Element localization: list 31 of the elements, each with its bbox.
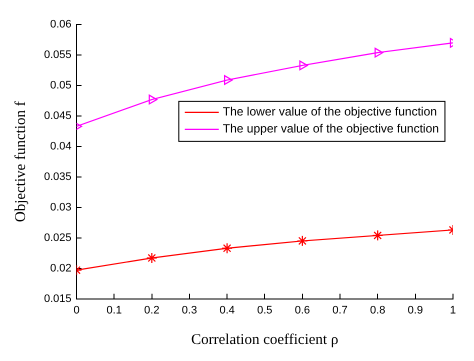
y-tick-label: 0.03	[50, 201, 72, 214]
x-tick-label: 0.5	[257, 304, 272, 316]
x-tick-label: 0	[73, 304, 80, 316]
point	[221, 242, 233, 254]
y-axis-title: Objective function f	[12, 101, 29, 222]
y-tick-label: 0.06	[50, 18, 72, 31]
x-tick-label: 0.7	[332, 304, 348, 316]
y-tick-label: 0.04	[50, 140, 72, 152]
y-tick-label: 0.045	[44, 110, 72, 122]
point	[148, 94, 158, 104]
y-tick-label: 0.015	[44, 292, 72, 305]
y-tick-label: 0.05	[50, 80, 72, 92]
x-axis-title: Correlation coefficient ρ	[191, 332, 338, 348]
point	[224, 75, 233, 85]
x-tick-label: 0.1	[106, 304, 122, 316]
y-tick-label: 0.025	[44, 232, 72, 244]
y-tick-label: 0.02	[50, 262, 72, 274]
x-tick-label: 0.8	[370, 304, 386, 316]
point	[372, 230, 384, 242]
x-tick-label: 1	[450, 304, 456, 316]
x-tick-label: 0.3	[182, 304, 198, 316]
legend-label: The upper value of the objective function	[222, 122, 439, 136]
legend-label: The lower value of the objective function	[222, 104, 437, 119]
point	[299, 60, 308, 70]
y-tick-label: 0.035	[44, 170, 72, 183]
x-tick-label: 0.6	[294, 304, 310, 316]
x-tick-label: 0.4	[219, 304, 235, 316]
point	[296, 235, 308, 247]
x-tick-label: 0.9	[408, 304, 423, 316]
y-tick-label: 0.055	[44, 49, 72, 62]
x-tick-label: 0.2	[144, 304, 160, 316]
